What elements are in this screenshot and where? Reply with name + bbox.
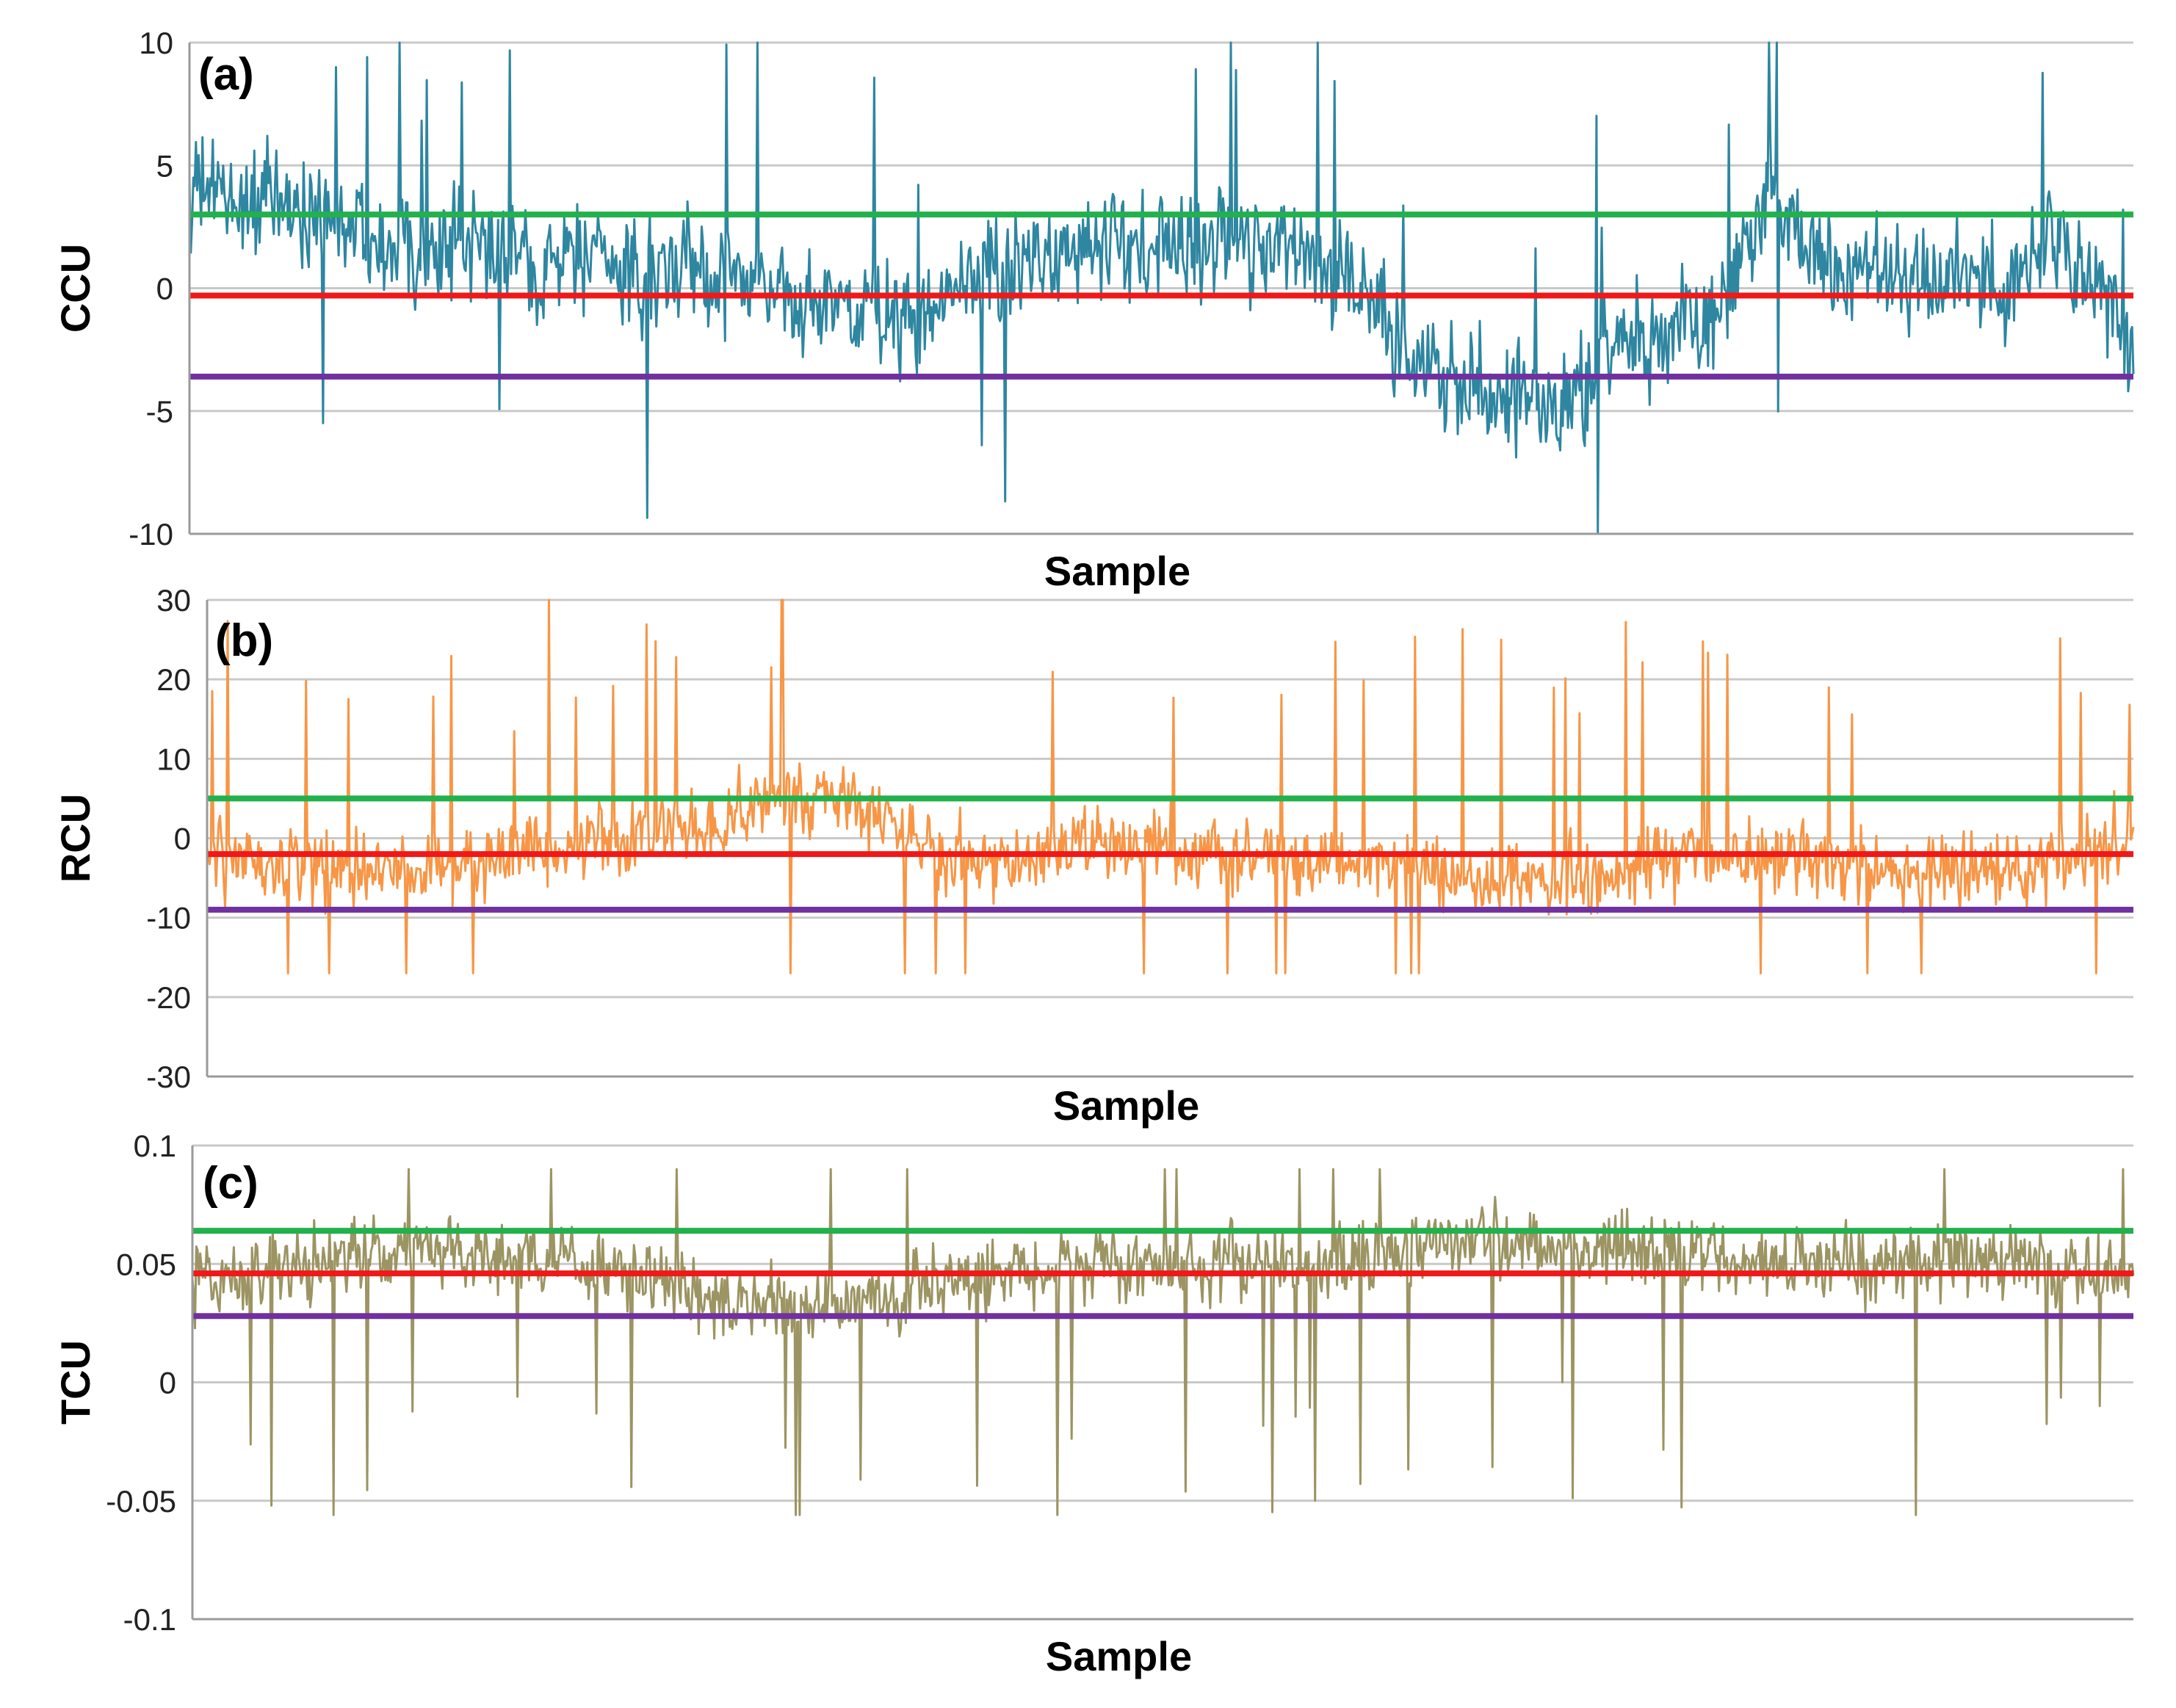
panel-c-series-tcu (191, 1168, 2135, 1516)
panel-c-y-tick-label: -0.1 (123, 1602, 176, 1637)
panel-a-y-tick-label: 0 (156, 272, 173, 306)
panel-a-y-tick-label: 10 (139, 26, 173, 60)
panel-b: 30 20 10 0 -10 -20 -30 (b) Sample RCU (52, 583, 2135, 1129)
panel-a-series-ccu (188, 41, 2135, 535)
panel-a-y-tick-label: -10 (129, 517, 173, 551)
panel-b-y-tick-label: 20 (156, 662, 191, 697)
panel-b-y-tick-label: -10 (146, 901, 191, 936)
panel-a-y-tick-label: 5 (156, 148, 173, 183)
panel-c: 0.1 0.05 0 -0.05 -0.1 (c) Sample TCU (52, 1129, 2135, 1679)
panel-c-y-tick-label: 0 (159, 1366, 176, 1400)
panel-b-y-tick-label: -30 (146, 1060, 191, 1094)
panel-a: 10 5 0 -5 -10 (a) Sample CCU (52, 26, 2135, 594)
panel-b-y-tick-label: 30 (156, 583, 191, 618)
panel-c-y-tick-label: 0.05 (116, 1247, 176, 1281)
panel-b-x-axis-label: Sample (1053, 1082, 1199, 1129)
panel-c-x-axis-label: Sample (1046, 1633, 1192, 1679)
panel-b-y-tick-label: -20 (146, 980, 191, 1015)
panel-c-label: (c) (203, 1158, 259, 1209)
panel-a-y-axis-label: CCU (52, 244, 98, 333)
panel-c-y-axis-label: TCU (52, 1340, 98, 1425)
panel-b-label: (b) (215, 615, 273, 666)
panel-a-y-tick-label: -5 (146, 394, 173, 429)
panel-c-y-tick-label: -0.05 (106, 1484, 176, 1519)
panel-a-x-axis-label: Sample (1044, 548, 1190, 594)
panel-b-y-axis-label: RCU (52, 794, 98, 883)
panel-a-label: (a) (198, 49, 254, 100)
panel-b-series-rcu (206, 598, 2135, 974)
panel-b-y-tick-label: 10 (156, 742, 191, 776)
panel-b-y-tick-label: 0 (174, 822, 191, 856)
panel-c-y-tick-label: 0.1 (134, 1129, 176, 1163)
